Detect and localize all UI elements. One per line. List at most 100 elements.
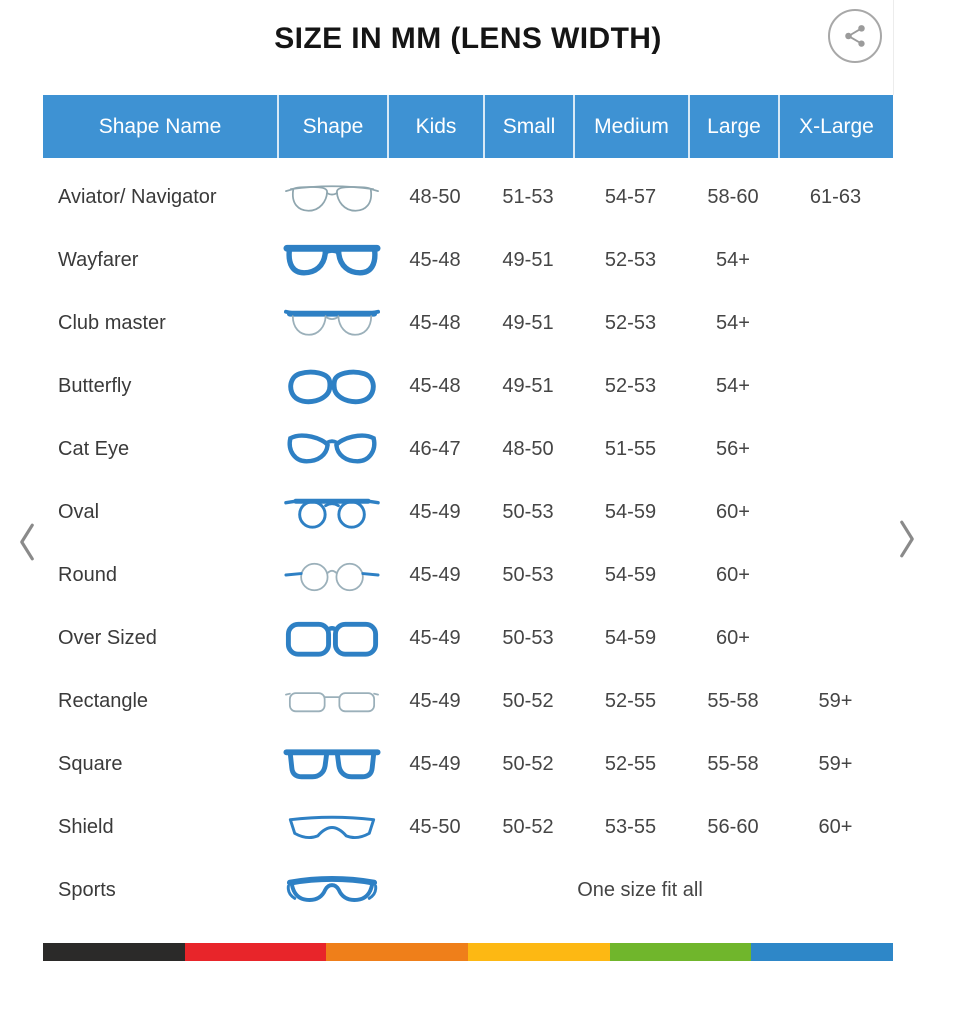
carousel-next-button[interactable] [894, 518, 920, 560]
chevron-left-icon [14, 521, 40, 563]
table-row: Butterfly 45-48 49-51 52-53 54+ [43, 355, 893, 418]
kids-size-cell: 45-48 [409, 249, 461, 271]
kids-size-cell: 45-49 [409, 690, 461, 712]
shape-icon-cell [277, 554, 387, 598]
small-size-cell: 50-53 [502, 627, 554, 649]
table-header: Shape Name Shape Kids Small Medium Large… [43, 95, 893, 158]
large-size-cell: 55-58 [707, 690, 759, 712]
large-size-cell: 54+ [716, 312, 750, 334]
small-size-cell: 50-52 [502, 753, 554, 775]
kids-size-cell: 46-47 [409, 438, 461, 460]
column-header-small: Small [483, 95, 573, 158]
shape-icon-cell [277, 239, 387, 283]
page-title: SIZE IN MM (LENS WIDTH) [274, 22, 662, 55]
shape-name-cell: Cat Eye [58, 438, 130, 460]
kids-size-cell: 45-50 [409, 816, 461, 838]
large-size-cell: 60+ [716, 627, 750, 649]
shape-name-cell: Sports [58, 879, 116, 901]
shape-name-cell: Wayfarer [58, 249, 139, 271]
shape-icon-cell [277, 491, 387, 535]
large-size-cell: 55-58 [707, 753, 759, 775]
kids-size-cell: 48-50 [409, 186, 461, 208]
table-row: Rectangle 45-49 50-52 52-55 55-58 59+ [43, 670, 893, 733]
shape-icon-cell [277, 365, 387, 409]
table-row: Wayfarer 45-48 49-51 52-53 54+ [43, 229, 893, 292]
shape-icon-cell [277, 743, 387, 787]
table-body: Aviator/ Navigator 48-50 51-53 54-57 58-… [43, 158, 893, 922]
round-glasses-icon [283, 554, 381, 598]
xlarge-size-cell: 60+ [818, 816, 853, 838]
shape-icon-cell [277, 806, 387, 850]
table-row: Shield 45-50 50-52 53-55 56-60 60+ [43, 796, 893, 859]
kids-size-cell: 45-49 [409, 501, 461, 523]
shape-icon-cell [277, 176, 387, 220]
kids-size-cell: 45-48 [409, 312, 461, 334]
stripe-segment [43, 943, 185, 961]
medium-size-cell: 52-53 [604, 249, 657, 271]
large-size-cell: 54+ [716, 249, 750, 271]
column-header-medium: Medium [573, 95, 688, 158]
xlarge-size-cell: 61-63 [809, 186, 862, 208]
large-size-cell: 58-60 [707, 186, 759, 208]
carousel-prev-button[interactable] [14, 521, 40, 563]
table-row: Club master 45-48 49-51 52-53 54+ [43, 292, 893, 355]
medium-size-cell: 54-57 [604, 186, 657, 208]
medium-size-cell: 52-55 [604, 753, 657, 775]
share-button[interactable] [828, 9, 882, 63]
medium-size-cell: 52-55 [604, 690, 657, 712]
table-row: Square 45-49 50-52 52-55 55-58 59+ [43, 733, 893, 796]
medium-size-cell: 54-59 [604, 627, 657, 649]
xlarge-size-cell: 59+ [818, 690, 853, 712]
shape-icon-cell [277, 869, 387, 913]
cateye-glasses-icon [283, 428, 381, 472]
sports-glasses-icon [283, 869, 381, 913]
wayfarer-glasses-icon [283, 239, 381, 283]
shape-icon-cell [277, 680, 387, 724]
brand-color-stripe [43, 943, 894, 961]
table-row: Aviator/ Navigator 48-50 51-53 54-57 58-… [43, 166, 893, 229]
shape-icon-cell [277, 428, 387, 472]
table-row: Sports One size fit all [43, 859, 893, 922]
square-glasses-icon [283, 743, 381, 787]
stripe-segment [184, 943, 327, 961]
small-size-cell: 49-51 [502, 375, 554, 397]
column-header-xlarge: X-Large [778, 95, 893, 158]
xlarge-size-cell: 59+ [818, 753, 853, 775]
kids-size-cell: 45-49 [409, 753, 461, 775]
aviator-glasses-icon [283, 176, 381, 220]
shape-name-cell: Shield [58, 816, 114, 838]
shape-name-cell: Oval [58, 501, 100, 523]
large-size-cell: 54+ [716, 375, 750, 397]
stripe-segment [468, 943, 610, 961]
column-header-shape: Shape [277, 95, 387, 158]
medium-size-cell: 51-55 [604, 438, 657, 460]
oval-glasses-icon [283, 491, 381, 535]
small-size-cell: 50-52 [502, 816, 554, 838]
medium-size-cell: 53-55 [604, 816, 657, 838]
table-row: Over Sized 45-49 50-53 54-59 60+ [43, 607, 893, 670]
large-size-cell: 60+ [716, 564, 750, 586]
medium-size-cell: 52-53 [604, 375, 657, 397]
small-size-cell: 49-51 [502, 249, 554, 271]
table-row: Cat Eye 46-47 48-50 51-55 56+ [43, 418, 893, 481]
kids-size-cell: 45-49 [409, 564, 461, 586]
large-size-cell: 56-60 [707, 816, 759, 838]
shape-name-cell: Rectangle [58, 690, 149, 712]
shape-icon-cell [277, 617, 387, 661]
medium-size-cell: 52-53 [604, 312, 657, 334]
medium-size-cell: 54-59 [604, 564, 657, 586]
stripe-segment [751, 943, 894, 961]
shape-name-cell: Butterfly [58, 375, 132, 397]
column-header-shape-name: Shape Name [98, 115, 222, 138]
shape-icon-cell [277, 302, 387, 346]
small-size-cell: 50-52 [502, 690, 554, 712]
shield-glasses-icon [283, 806, 381, 850]
shape-name-cell: Aviator/ Navigator [58, 186, 217, 208]
column-header-kids: Kids [387, 95, 483, 158]
small-size-cell: 50-53 [502, 564, 554, 586]
stripe-segment [326, 943, 469, 961]
butterfly-glasses-icon [283, 365, 381, 409]
shape-name-cell: Club master [58, 312, 166, 334]
rectangle-glasses-icon [283, 680, 381, 724]
small-size-cell: 49-51 [502, 312, 554, 334]
